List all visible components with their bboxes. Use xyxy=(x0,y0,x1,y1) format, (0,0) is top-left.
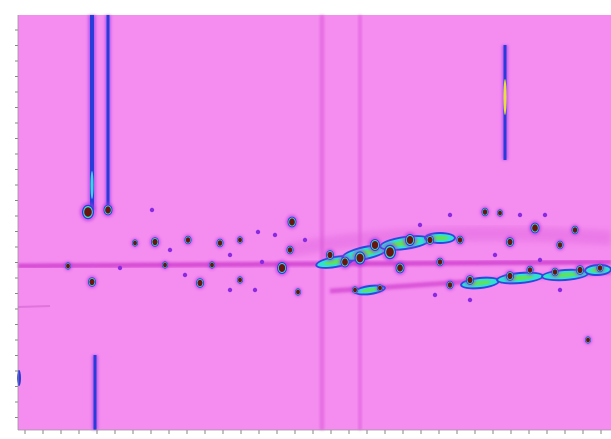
spot-core xyxy=(406,236,414,244)
spot-core xyxy=(197,279,203,287)
spot-core xyxy=(597,265,603,271)
spot-core xyxy=(289,218,295,226)
dot xyxy=(255,229,261,235)
spot-core xyxy=(217,240,223,246)
spot-core xyxy=(482,209,488,215)
spot-core xyxy=(210,262,214,268)
spot-core xyxy=(572,227,578,233)
dot xyxy=(537,257,543,263)
layers xyxy=(17,15,611,430)
spot-core xyxy=(238,237,242,243)
dot xyxy=(492,252,498,258)
spot-core xyxy=(342,258,348,266)
spot-core xyxy=(371,241,379,249)
spot-core xyxy=(532,224,538,232)
streak xyxy=(90,15,94,210)
dot xyxy=(167,247,173,253)
faint-line xyxy=(17,305,51,308)
streak-core xyxy=(503,79,507,115)
spot-core xyxy=(586,337,590,343)
dot xyxy=(467,297,473,303)
dot xyxy=(432,292,438,298)
dot xyxy=(117,265,123,271)
dot xyxy=(252,287,258,293)
axes xyxy=(15,15,611,434)
spot-core xyxy=(296,289,300,295)
region-core xyxy=(361,288,379,292)
spot-core xyxy=(447,282,453,288)
spot-core xyxy=(356,253,364,263)
dot xyxy=(557,287,563,293)
spot-core xyxy=(133,240,137,246)
dot xyxy=(149,207,155,213)
spot-core xyxy=(84,207,92,217)
spot-core xyxy=(397,264,403,272)
spot-core xyxy=(278,264,286,272)
vertical-streak xyxy=(320,15,324,430)
spot-core xyxy=(353,287,357,293)
spot-core xyxy=(327,251,333,259)
spot-core xyxy=(89,278,95,286)
spot-core xyxy=(427,236,433,244)
spot-core xyxy=(498,210,502,216)
spot-core xyxy=(557,242,563,248)
spot-core xyxy=(378,285,382,291)
region-core xyxy=(431,236,449,240)
spot-core xyxy=(437,259,443,265)
dot xyxy=(227,287,233,293)
spot-core xyxy=(287,247,293,253)
main-band xyxy=(17,259,611,269)
spot-core xyxy=(507,238,513,246)
spot-core xyxy=(163,262,167,268)
spot-core xyxy=(386,247,394,257)
dot xyxy=(417,222,423,228)
dot xyxy=(542,212,548,218)
spot-core xyxy=(152,238,158,246)
dot xyxy=(447,212,453,218)
spot-core xyxy=(552,269,558,275)
spot-core xyxy=(577,266,583,274)
streak xyxy=(93,355,97,430)
dot xyxy=(227,252,233,258)
vertical-streak xyxy=(358,15,362,430)
spot-core xyxy=(467,276,473,284)
dot xyxy=(182,272,188,278)
dot xyxy=(302,237,308,243)
dot xyxy=(272,232,278,238)
dot xyxy=(259,259,265,265)
plot-area xyxy=(18,15,611,430)
streak-core xyxy=(90,171,94,199)
streak xyxy=(106,15,110,210)
spot-core xyxy=(238,277,242,283)
spot-core xyxy=(507,272,513,280)
spot-core xyxy=(457,237,463,243)
spot-core xyxy=(527,267,533,273)
spot-core xyxy=(105,206,111,214)
spot-core xyxy=(66,263,70,269)
spot-core xyxy=(185,237,191,243)
dot xyxy=(517,212,523,218)
